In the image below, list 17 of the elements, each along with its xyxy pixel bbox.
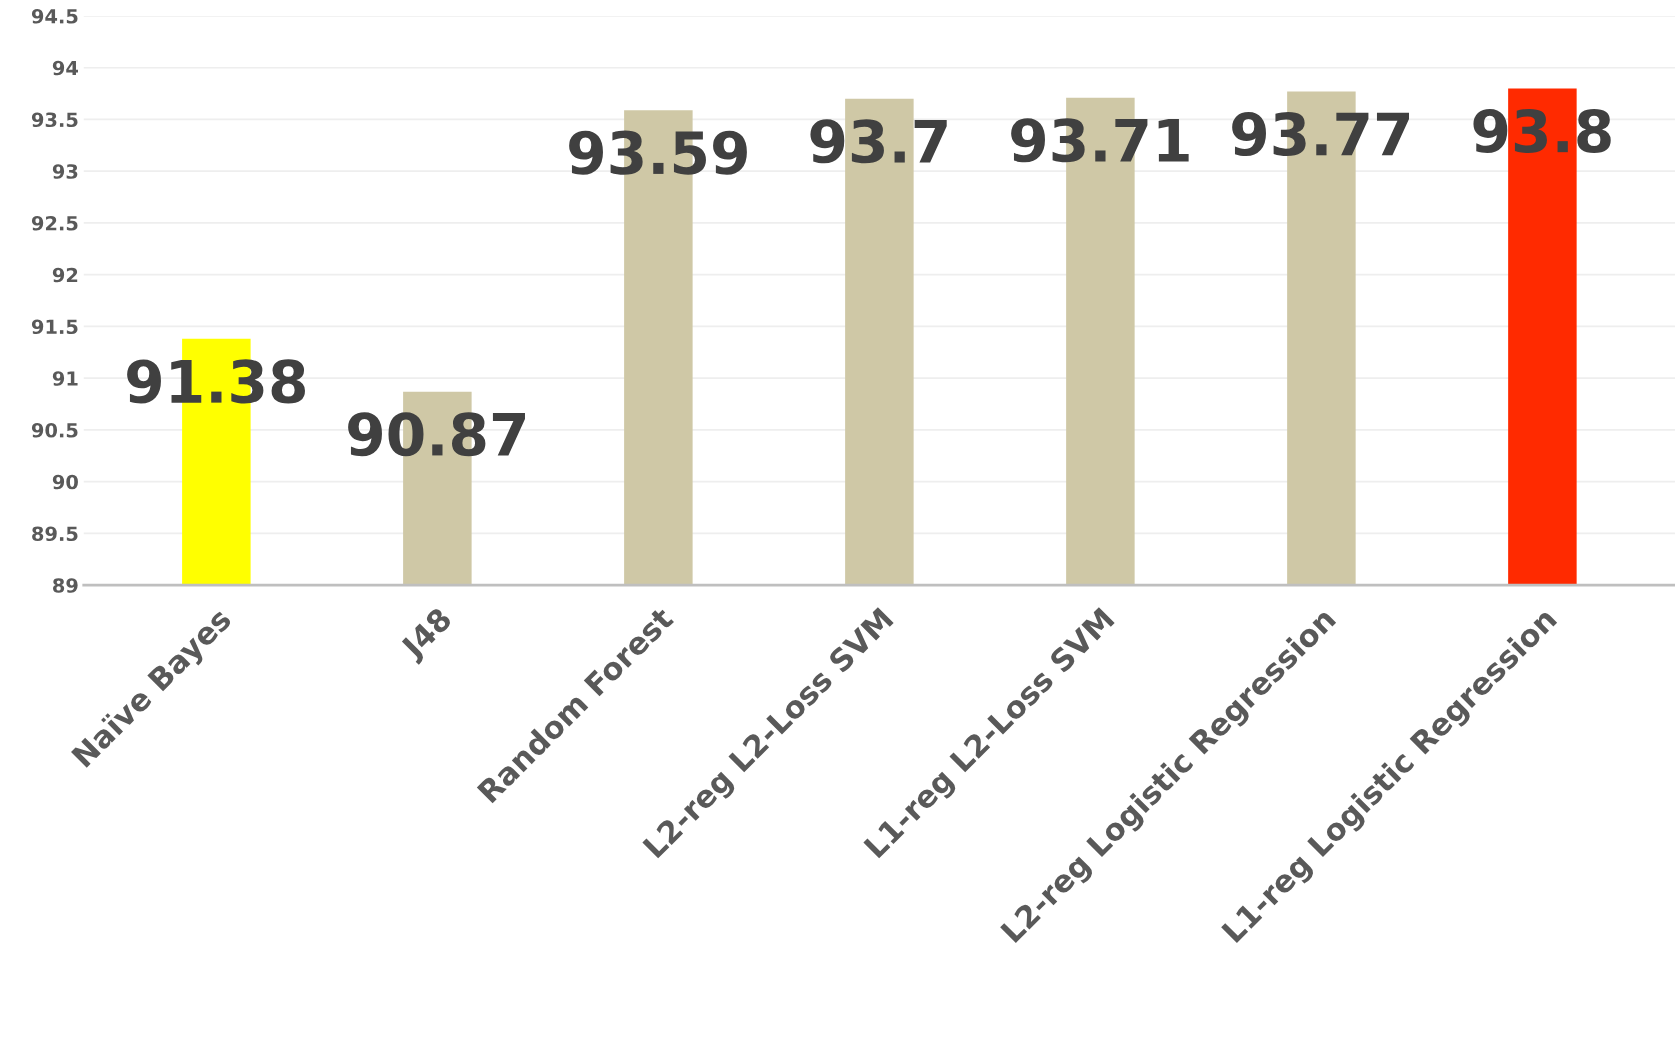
data-label: 93.71 xyxy=(1011,118,1189,163)
y-tick-label: 92 xyxy=(52,267,78,283)
data-label: 90.87 xyxy=(348,412,525,457)
y-tick-label: 94.5 xyxy=(31,8,78,24)
y-tick-label: 90 xyxy=(52,474,78,490)
y-tick-label: 89 xyxy=(53,578,78,593)
y-tick-label: 91.5 xyxy=(31,319,78,335)
y-tick-label: 93 xyxy=(52,164,78,179)
y-tick-label: 89.5 xyxy=(32,526,78,542)
y-tick-label: 91 xyxy=(52,371,78,386)
data-label: 93.59 xyxy=(569,130,747,175)
y-tick-label: 94 xyxy=(52,60,78,76)
data-label: 93.7 xyxy=(810,119,947,164)
y-tick-label: 90.5 xyxy=(31,422,78,438)
y-tick-label: 92.5 xyxy=(31,215,78,231)
data-label: 93.77 xyxy=(1232,111,1410,157)
y-tick-label: 93.5 xyxy=(31,112,78,128)
